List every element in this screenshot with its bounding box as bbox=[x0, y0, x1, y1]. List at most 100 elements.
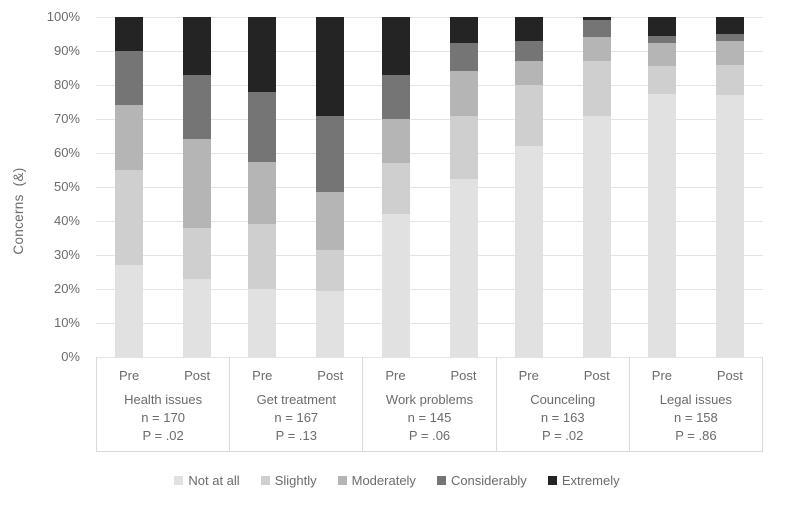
legend-item: Slightly bbox=[260, 473, 317, 488]
bar-group bbox=[363, 17, 496, 357]
y-tick-label: 80% bbox=[53, 77, 80, 92]
prepost-label: Pre bbox=[518, 368, 539, 383]
bar-segment bbox=[449, 178, 478, 357]
prepost-label: Post bbox=[716, 368, 743, 383]
stacked-bar-pre bbox=[648, 17, 677, 357]
gridline bbox=[96, 85, 763, 86]
bar-segment bbox=[582, 61, 611, 116]
bar-segment bbox=[248, 161, 277, 225]
gridline bbox=[96, 153, 763, 154]
prepost-label: Post bbox=[583, 368, 610, 383]
legend-swatch bbox=[547, 476, 557, 485]
bar-segment bbox=[449, 42, 478, 72]
bar-segment bbox=[514, 146, 543, 357]
prepost-row: Pre Post bbox=[363, 367, 495, 385]
bar-segment bbox=[449, 17, 478, 43]
bar-segment bbox=[582, 20, 611, 38]
bar-segment bbox=[182, 74, 211, 140]
bar-segment bbox=[114, 17, 143, 52]
bar-segment bbox=[114, 170, 143, 266]
stacked-bar-post bbox=[582, 17, 611, 357]
bar-segment bbox=[114, 265, 143, 357]
legend-label: Slightly bbox=[274, 473, 317, 488]
prepost-label: Post bbox=[450, 368, 477, 383]
stacked-bar-post bbox=[316, 17, 345, 357]
prepost-row: Pre Post bbox=[97, 367, 229, 385]
legend-item: Not at all bbox=[174, 473, 240, 488]
bar-segment bbox=[514, 61, 543, 86]
bar-segment bbox=[716, 17, 745, 35]
bar-group bbox=[229, 17, 362, 357]
bar-segment bbox=[514, 85, 543, 147]
bar-segment bbox=[648, 66, 677, 94]
prepost-label: Pre bbox=[651, 368, 673, 383]
gridline bbox=[96, 357, 763, 358]
category-p: P = .86 bbox=[675, 428, 717, 443]
bar-segment bbox=[381, 214, 410, 357]
category-p: P = .13 bbox=[275, 428, 317, 443]
bar-segment bbox=[514, 17, 543, 41]
y-tick-label: 40% bbox=[53, 213, 80, 228]
bar-group bbox=[630, 17, 763, 357]
gridline bbox=[96, 17, 763, 18]
bar-segment bbox=[648, 42, 677, 67]
legend-label: Extremely bbox=[561, 473, 620, 488]
category-p: P = .02 bbox=[142, 428, 184, 443]
gridline bbox=[96, 119, 763, 120]
bar-segment bbox=[248, 17, 277, 92]
bar-segment bbox=[182, 227, 211, 279]
category-group-label: Pre Post Get treatment n = 167 P = .13 bbox=[229, 357, 362, 451]
bar-segment bbox=[316, 17, 345, 116]
category-name: Work problems bbox=[385, 392, 474, 407]
stacked-bar-post bbox=[182, 17, 211, 357]
y-tick-label: 90% bbox=[53, 43, 80, 58]
bar-segment bbox=[648, 35, 677, 43]
prepost-row: Pre Post bbox=[630, 367, 762, 385]
bar-segment bbox=[248, 224, 277, 289]
prepost-label: Pre bbox=[385, 368, 406, 383]
category-p: P = .02 bbox=[542, 428, 584, 443]
bar-segment bbox=[716, 64, 745, 96]
legend-item: Moderately bbox=[337, 473, 416, 488]
y-tick-label: 10% bbox=[53, 315, 80, 330]
bar-segment bbox=[316, 290, 345, 357]
stacked-bar-pre bbox=[114, 17, 143, 357]
bar-groups bbox=[96, 17, 763, 357]
gridline bbox=[96, 187, 763, 188]
gridline bbox=[96, 323, 763, 324]
legend-item: Considerably bbox=[436, 473, 527, 488]
bar-segment bbox=[648, 93, 677, 357]
gridline bbox=[96, 221, 763, 222]
category-axis: Pre Post Health issues n = 170 P = .02 Pre Pos… bbox=[96, 357, 763, 452]
legend: Not at all Slightly Moderately Considerably… bbox=[0, 473, 794, 488]
bar-segment bbox=[716, 95, 745, 357]
y-tick-label: 30% bbox=[53, 247, 80, 262]
bar-segment bbox=[316, 115, 345, 193]
category-group-label: Pre Post Work problems n = 145 P = .06 bbox=[362, 357, 495, 451]
bar-group bbox=[496, 17, 629, 357]
legend-label: Moderately bbox=[351, 473, 416, 488]
bar-segment bbox=[182, 17, 211, 75]
bar-segment bbox=[182, 278, 211, 357]
legend-swatch bbox=[337, 476, 347, 485]
bar-group bbox=[96, 17, 229, 357]
y-tick-label: 60% bbox=[53, 145, 80, 160]
prepost-row: Pre Post bbox=[230, 367, 362, 385]
y-tick-label: 20% bbox=[53, 281, 80, 296]
stacked-bar-pre bbox=[514, 17, 543, 357]
category-n: n = 163 bbox=[540, 410, 585, 425]
prepost-label: Pre bbox=[252, 368, 273, 383]
prepost-label: Post bbox=[184, 368, 211, 383]
bar-segment bbox=[381, 163, 410, 215]
plot-area bbox=[96, 17, 763, 358]
category-group-label: Pre Post Counceling n = 163 P = .02 bbox=[495, 357, 629, 451]
bar-segment bbox=[449, 71, 478, 116]
bar-segment bbox=[381, 17, 410, 75]
stacked-bar-pre bbox=[381, 17, 410, 357]
category-p: P = .06 bbox=[408, 428, 451, 443]
y-tick-label: 100% bbox=[46, 9, 80, 24]
category-group-label: Pre Post Health issues n = 170 P = .02 bbox=[96, 357, 229, 451]
bar-segment bbox=[716, 34, 745, 41]
category-name: Legal issues bbox=[659, 392, 733, 407]
